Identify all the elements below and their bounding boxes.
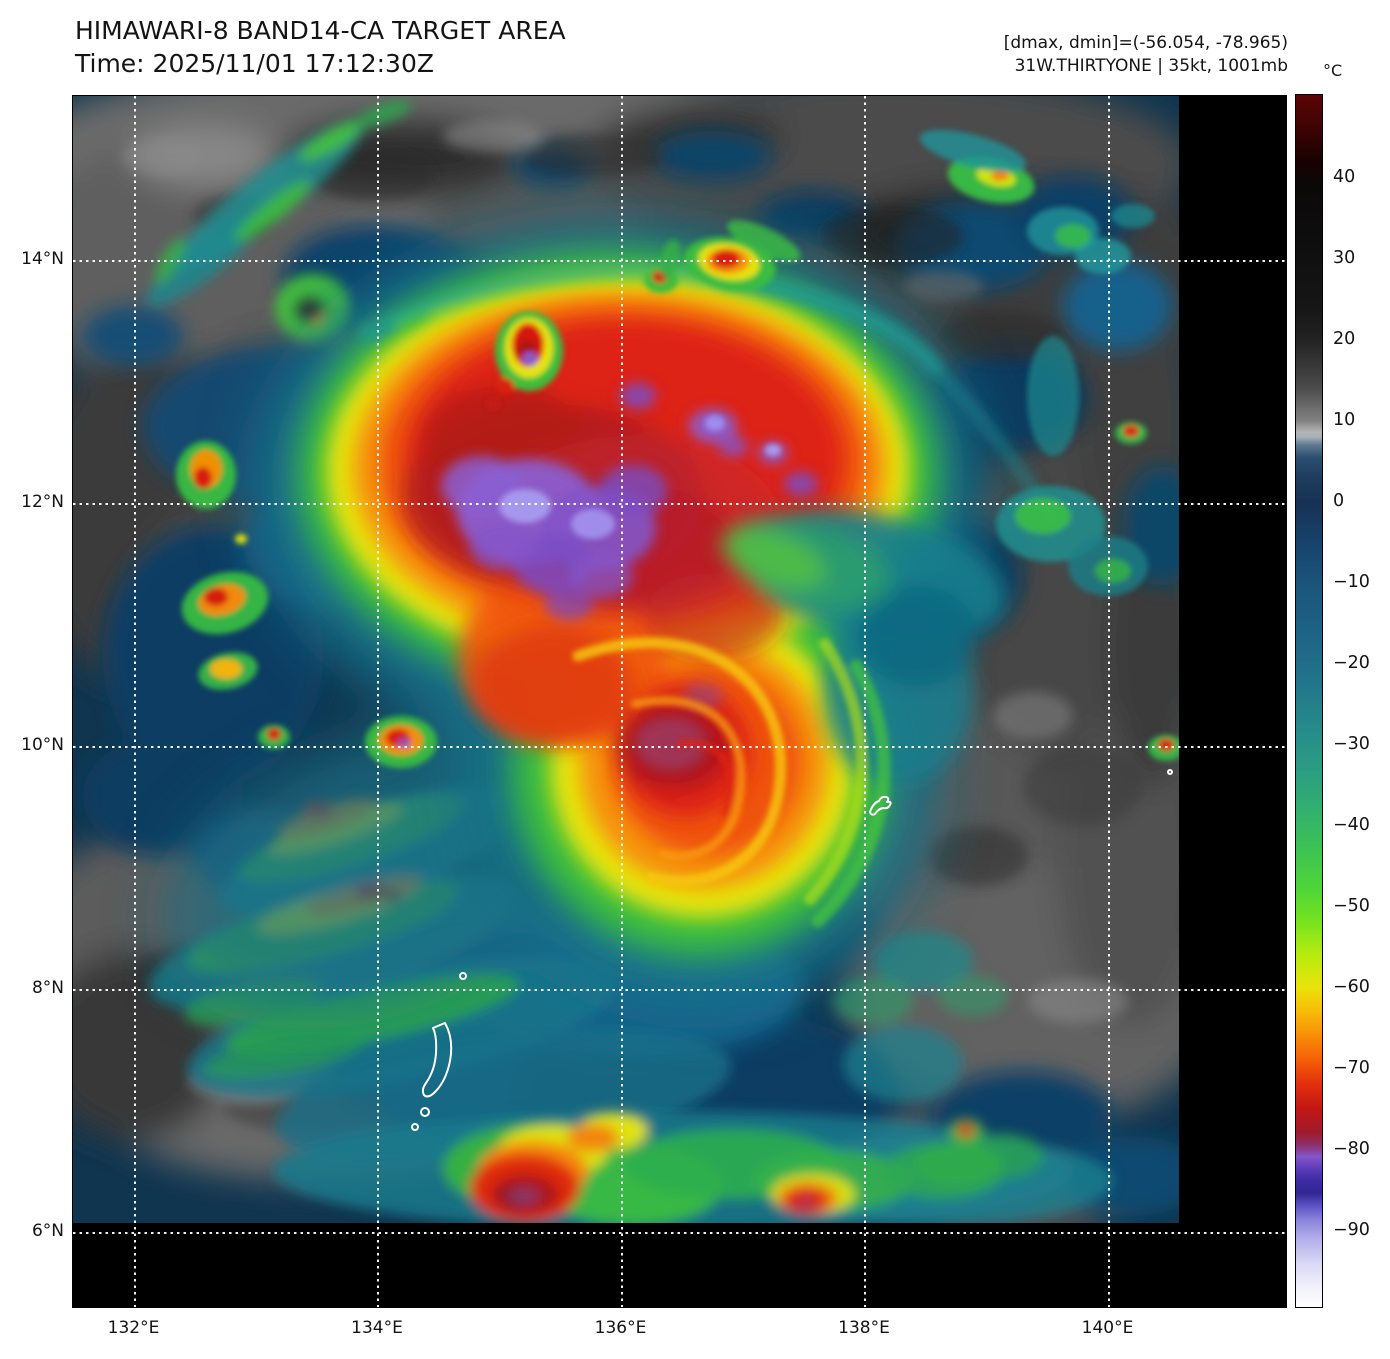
storm-id-intensity: 31W.THIRTYONE | 35kt, 1001mb — [1014, 56, 1288, 76]
lat-tick-12n: 12°N — [21, 492, 64, 512]
colorbar-tick-m30: −30 — [1333, 734, 1370, 754]
lat-tick-14n: 14°N — [21, 249, 64, 269]
colorbar-tick-10: 10 — [1333, 410, 1356, 430]
east-cold-dry-wedge — [720, 509, 1006, 786]
map-plot-area: Copyright © 2020-2025 Dapiya — [72, 95, 1287, 1308]
colorbar-tick-m70: −70 — [1333, 1058, 1370, 1078]
gridline-lat-10n — [73, 745, 1286, 748]
southern-convective-band — [273, 931, 1113, 1223]
lat-tick-6n: 6°N — [31, 1221, 64, 1241]
lat-tick-8n: 8°N — [31, 978, 64, 998]
gridline-lat-8n — [73, 988, 1286, 991]
colorbar-unit-label: °C — [1323, 61, 1343, 80]
colorbar-tick-30: 30 — [1333, 248, 1356, 268]
lon-tick-134e: 134°E — [351, 1318, 403, 1338]
colorbar-tick-m20: −20 — [1333, 653, 1370, 673]
gridline-lon-140e — [1107, 96, 1110, 1307]
gridline-lon-134e — [377, 96, 379, 1307]
gridline-lon-136e — [620, 96, 623, 1307]
satellite-image — [73, 96, 1179, 1223]
colorbar-tick-20: 20 — [1333, 329, 1356, 349]
colorbar-tick-m10: −10 — [1333, 572, 1370, 592]
dmax-dmin-readout: [dmax, dmin]=(-56.054, -78.965) — [1003, 33, 1288, 53]
coldest-top-periwinkle-cores — [499, 415, 781, 539]
colorbar-tick-m90: −90 — [1333, 1220, 1370, 1240]
gridline-lon-138e — [864, 96, 866, 1307]
colorbar — [1295, 94, 1323, 1308]
colorbar-tick-m50: −50 — [1333, 896, 1370, 916]
colorbar-tick-0: 0 — [1333, 491, 1345, 511]
lon-tick-140e: 140°E — [1081, 1318, 1134, 1338]
gridline-lat-14n — [73, 259, 1286, 262]
lat-tick-10n: 10°N — [21, 735, 64, 755]
colorbar-tick-m60: −60 — [1333, 977, 1370, 997]
colorbar-tick-40: 40 — [1333, 167, 1356, 187]
lon-tick-136e: 136°E — [594, 1318, 647, 1338]
small-island-outline — [869, 795, 892, 816]
island-coastline-outlines — [411, 769, 1173, 1131]
lon-tick-132e: 132°E — [107, 1318, 160, 1338]
figure-timestamp: Time: 2025/11/01 17:12:30Z — [75, 49, 434, 78]
gridline-lat-12n — [73, 502, 1286, 505]
colorbar-tick-m40: −40 — [1333, 815, 1370, 835]
gridline-lat-6n — [73, 1231, 1286, 1234]
gridline-lon-132e — [133, 96, 136, 1307]
colorbar-tick-m80: −80 — [1333, 1139, 1370, 1159]
palau-outline — [421, 1022, 453, 1098]
figure-title: HIMAWARI-8 BAND14-CA TARGET AREA — [75, 16, 566, 45]
isolated-convective-cells — [176, 129, 1179, 768]
lon-tick-138e: 138°E — [838, 1318, 890, 1338]
